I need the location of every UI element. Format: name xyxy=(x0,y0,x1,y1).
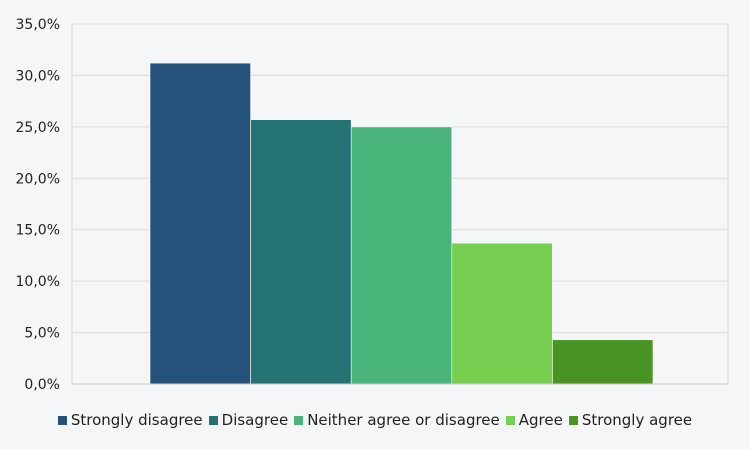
legend-swatch xyxy=(208,415,218,425)
y-tick-label: 35,0% xyxy=(16,17,60,33)
legend-label: Agree xyxy=(518,411,563,429)
y-tick-label: 0,0% xyxy=(24,377,60,393)
legend-item: Strongly disagree xyxy=(57,411,203,429)
legend-item: Strongly agree xyxy=(568,411,693,429)
legend: Strongly disagree Disagree Neither agree o… xyxy=(0,411,750,429)
legend-label: Strongly disagree xyxy=(70,411,203,429)
y-tick-label: 10,0% xyxy=(16,274,60,290)
bar-disagree xyxy=(250,119,352,385)
legend-label: Neither agree or disagree xyxy=(307,411,500,429)
legend-label: Strongly agree xyxy=(581,411,693,429)
legend-swatch xyxy=(57,415,67,425)
y-tick-label: 25,0% xyxy=(16,120,60,136)
legend-item: Disagree xyxy=(208,411,289,429)
legend-item: Agree xyxy=(505,411,563,429)
legend-swatch xyxy=(294,415,304,425)
legend-label: Disagree xyxy=(221,411,289,429)
y-tick-label: 5,0% xyxy=(24,326,60,342)
y-tick-label: 30,0% xyxy=(16,68,60,84)
bar-neither-agree-or-disagree xyxy=(350,126,453,385)
y-tick-label: 20,0% xyxy=(16,171,60,187)
legend-swatch xyxy=(505,415,515,425)
legend-swatch xyxy=(568,415,578,425)
bar-strongly-disagree xyxy=(149,62,251,385)
y-tick-label: 15,0% xyxy=(16,223,60,239)
bar-strongly-agree xyxy=(552,339,654,385)
legend-item: Neither agree or disagree xyxy=(294,411,500,429)
bar-agree xyxy=(451,242,553,385)
